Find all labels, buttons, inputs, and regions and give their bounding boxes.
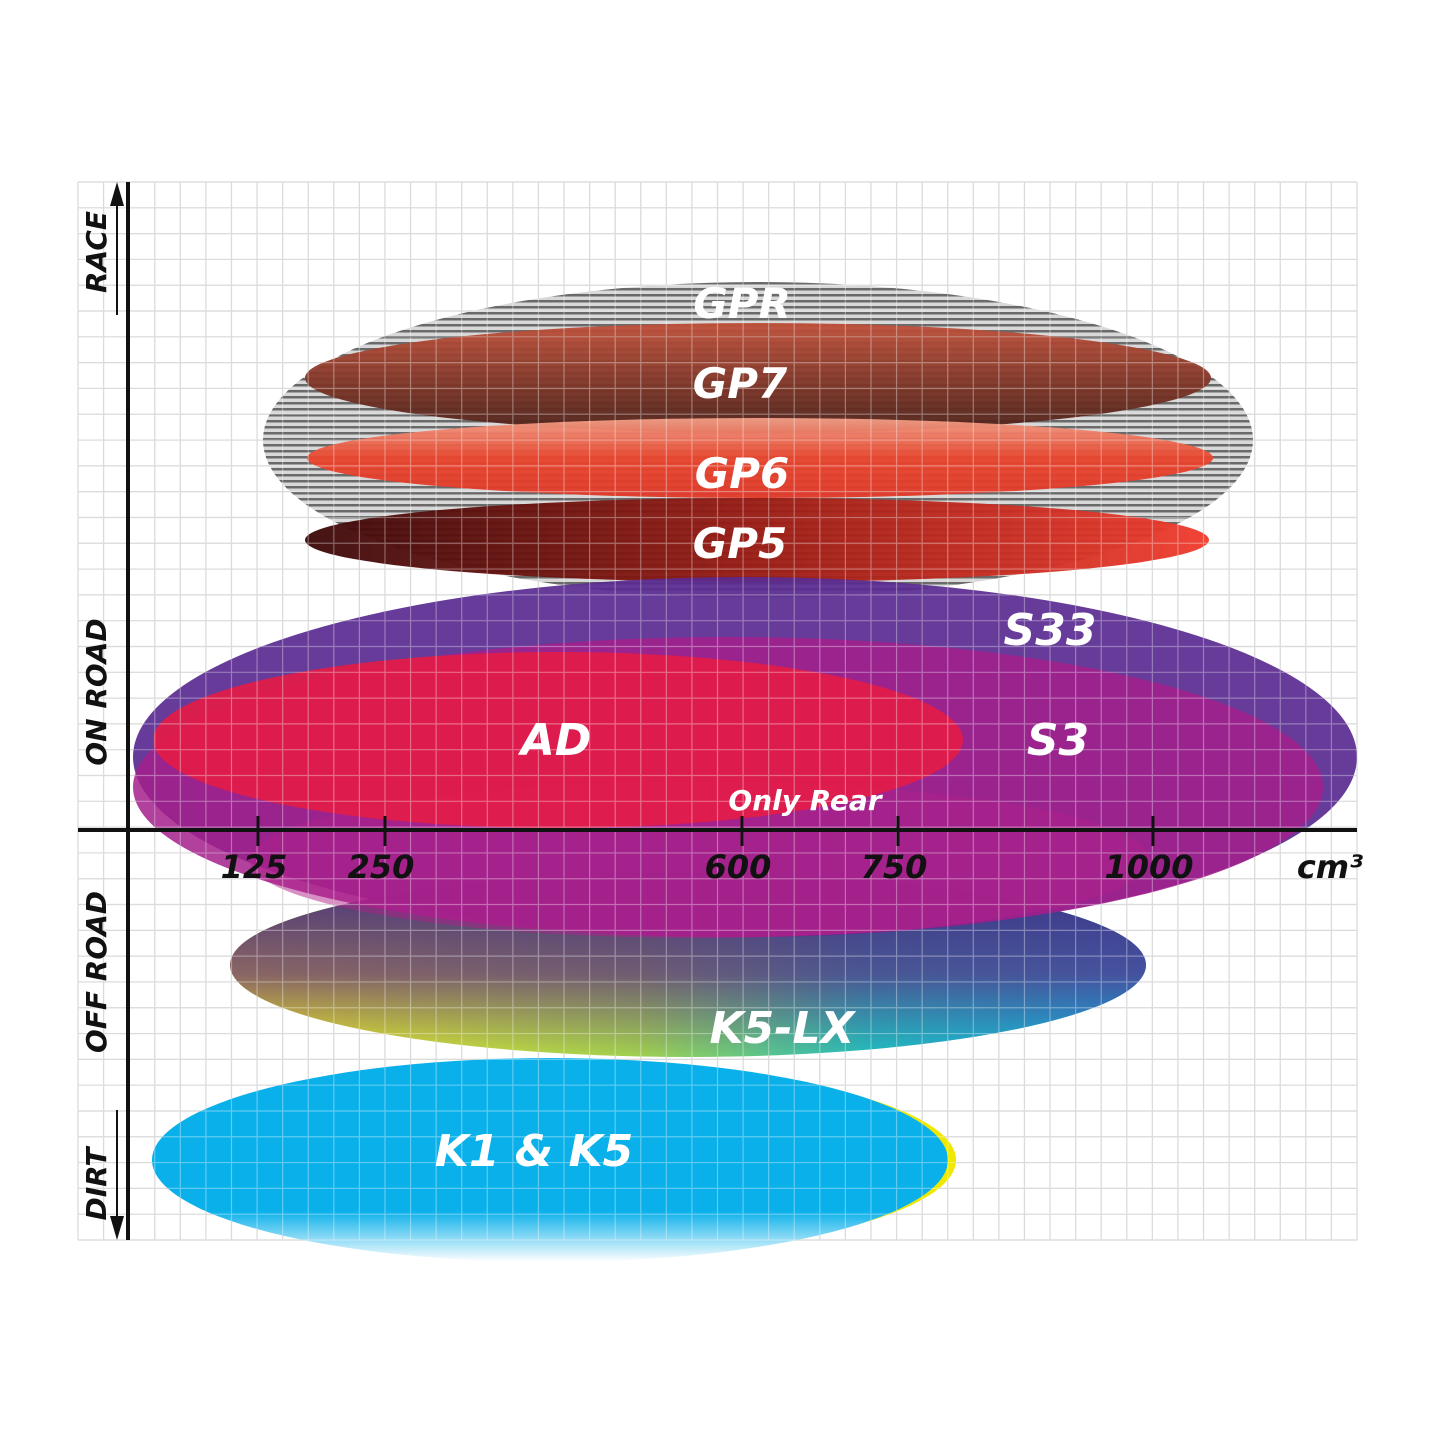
ellipse-gp5 <box>305 498 1209 582</box>
ellipse-gp6 <box>307 418 1213 498</box>
product-ellipses <box>133 282 1357 1262</box>
y-category-label: OFF ROAD <box>80 891 113 1053</box>
product-labels: GPR GP7 GP6 GP5 S33 S3 AD Only Rear K5-LX K1 & K5 <box>435 279 1097 1177</box>
x-tick-label: 125 <box>221 848 288 886</box>
x-tick-label: 600 <box>705 848 772 886</box>
ellipse-ad <box>153 652 963 828</box>
product-label: GP5 <box>693 519 787 568</box>
x-tick-label: 750 <box>861 848 928 886</box>
x-tick-label: 250 <box>348 848 415 886</box>
y-category-label: ON ROAD <box>80 618 113 765</box>
product-label: S33 <box>1004 605 1097 656</box>
y-category-label: DIRT <box>80 1146 113 1221</box>
product-label: AD <box>518 715 592 766</box>
x-axis-label: cm³ <box>1297 848 1363 886</box>
product-label: GPR <box>693 279 791 328</box>
y-category-labels: RACE ON ROAD OFF ROAD DIRT <box>80 211 113 1221</box>
product-label: GP6 <box>695 449 789 498</box>
product-label: K1 & K5 <box>435 1126 633 1177</box>
ellipse-k1-k5 <box>152 1058 948 1262</box>
x-tick-label: 1000 <box>1104 848 1193 886</box>
race-arrow <box>110 182 124 315</box>
ellipse-gp7 <box>305 323 1211 433</box>
dirt-arrow <box>110 1110 124 1240</box>
product-label: S3 <box>1027 715 1089 766</box>
product-label: GP7 <box>693 359 788 408</box>
x-ticks: 125 250 600 750 1000 <box>221 816 1194 886</box>
y-category-label: RACE <box>80 211 113 293</box>
product-label: Only Rear <box>728 784 883 817</box>
grid-overlay <box>77 181 1358 1241</box>
product-label: K5-LX <box>710 1003 857 1054</box>
